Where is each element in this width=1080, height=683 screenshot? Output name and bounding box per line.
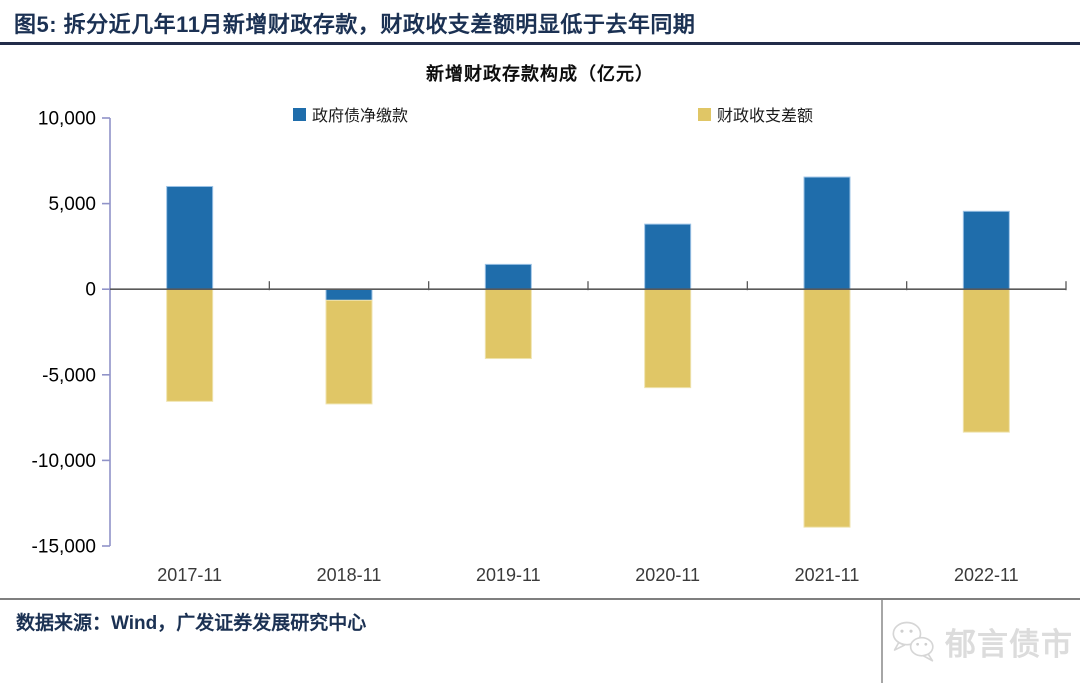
bar-segment-2022-11 [962,210,1010,290]
y-tick-label: 0 [85,280,96,301]
legend-label: 财政收支差额 [717,108,814,125]
wechat-icon [892,621,934,662]
y-tick-label: -5,000 [42,365,96,386]
x-tick-label: 2019-11 [476,565,541,585]
footer-divider [0,598,1080,600]
x-tick-label: 2017-11 [157,565,222,585]
bar-segment-2021-11 [803,288,851,528]
bar-segment-2022-11 [962,288,1010,433]
stacked-bar-chart: 10,000 5,000 0 -5,000 -10,000 -15,000 2017-11 2… [32,109,1067,585]
bar-segment-2017-11 [166,288,214,402]
y-tick-label: -15,000 [32,537,96,558]
legend-item-gov-bond: 政府债净缴款 [293,102,408,126]
bar-segment-2020-11 [644,223,692,290]
bar-segment-2020-11 [644,288,692,389]
y-tick-label: 5,000 [48,194,96,215]
bar-segment-2019-11 [484,288,532,360]
bar-segment-2018-11 [325,299,373,405]
bar-segment-2017-11 [166,185,214,290]
x-tick-label: 2022-11 [954,565,1019,585]
brand-name: 郁言债市 [945,626,1073,662]
legend-label: 政府债净缴款 [312,108,409,125]
data-source-note: 数据来源：Wind，广发证券发展研究中心 [16,613,367,634]
figure-title: 图5: 拆分近几年11月新增财政存款，财政收支差额明显低于去年同期 [14,12,696,37]
legend-item-fiscal-balance: 财政收支差额 [698,102,813,126]
footer-vertical-divider [881,600,883,683]
x-tick-label: 2020-11 [635,565,700,585]
legend-swatch-blue [293,107,306,121]
x-tick-label: 2021-11 [795,565,860,585]
legend-swatch-yellow [698,107,711,121]
chart-title: 新增财政存款构成（亿元） [426,64,654,84]
bar-segment-2018-11 [325,288,373,301]
bar-segment-2021-11 [803,176,851,290]
title-divider [0,42,1080,45]
y-tick-label: -10,000 [32,451,96,472]
y-tick-label: 10,000 [38,109,96,130]
brand-watermark: 郁言债市 [888,606,1073,676]
x-tick-label: 2018-11 [317,565,382,585]
bar-segment-2019-11 [484,263,532,290]
